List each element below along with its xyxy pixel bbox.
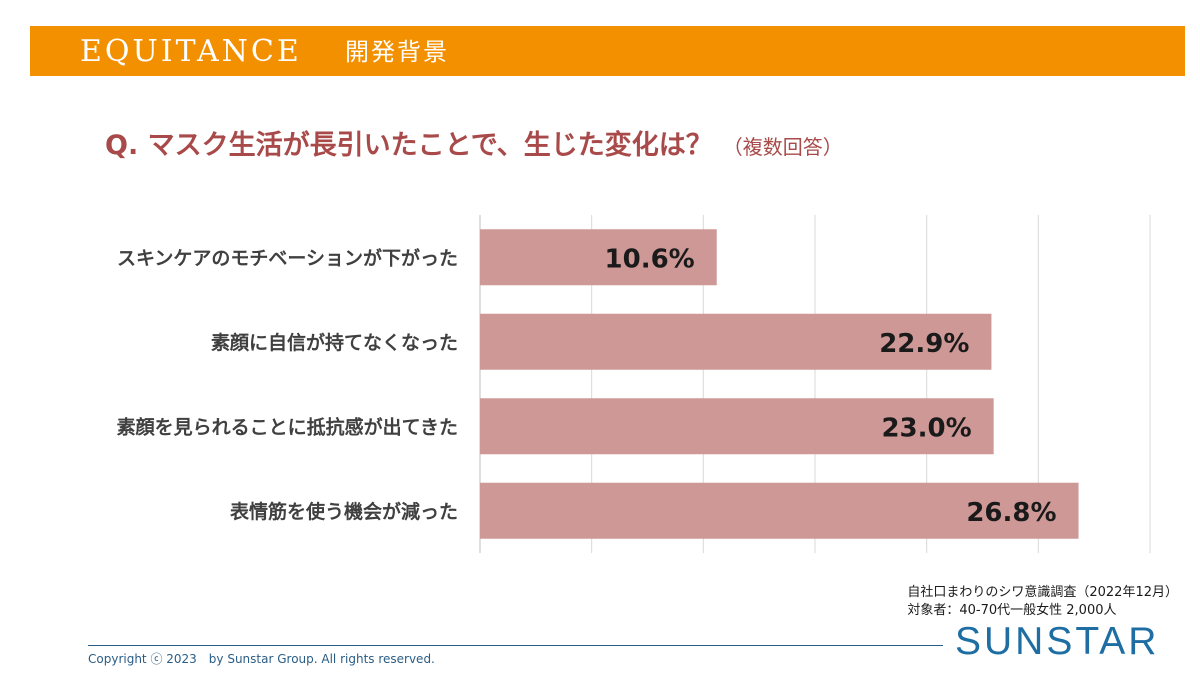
value-label: 10.6%	[605, 244, 695, 274]
chart-bars	[480, 229, 1079, 539]
question-text: Q. マスク生活が長引いたことで、生じた変化は？	[105, 130, 713, 161]
sunstar-logo: SUNSTAR	[955, 620, 1160, 663]
bar	[480, 229, 717, 286]
source-line-1: 自社口まわりのシワ意識調査（2022年12月）	[907, 585, 1178, 600]
brand-name: EQUITANCE	[80, 34, 302, 69]
footer-divider	[88, 645, 943, 646]
bar	[480, 482, 1079, 539]
category-label: 素顔に自信が持てなくなった	[211, 331, 458, 354]
value-labels: 10.6% 22.9% 23.0% 26.8%	[605, 244, 1057, 528]
question-title: Q. マスク生活が長引いたことで、生じた変化は？ （複数回答）	[105, 126, 843, 166]
question-note: （複数回答）	[722, 135, 843, 159]
category-label: スキンケアのモチベーションが下がった	[117, 246, 458, 269]
header-bar	[30, 26, 1185, 76]
value-label: 26.8%	[966, 498, 1056, 528]
value-label: 22.9%	[879, 329, 969, 359]
category-label: 素顔を見られることに抵抗感が出てきた	[117, 415, 458, 438]
source-line-2: 対象者：40-70代一般女性 2,000人	[907, 603, 1117, 618]
category-label: 表情筋を使う機会が減った	[230, 500, 458, 523]
bar	[480, 398, 994, 455]
copyright-text: Copyright ⓒ 2023 by Sunstar Group. All r…	[88, 652, 435, 666]
bar	[480, 313, 992, 370]
survey-source: 自社口まわりのシワ意識調査（2022年12月） 対象者：40-70代一般女性 2…	[907, 584, 1178, 620]
category-labels: スキンケアのモチベーションが下がった素顔に自信が持てなくなった素顔を見られること…	[117, 246, 458, 523]
section-title: 開発背景	[345, 38, 449, 66]
value-label: 23.0%	[881, 413, 971, 443]
